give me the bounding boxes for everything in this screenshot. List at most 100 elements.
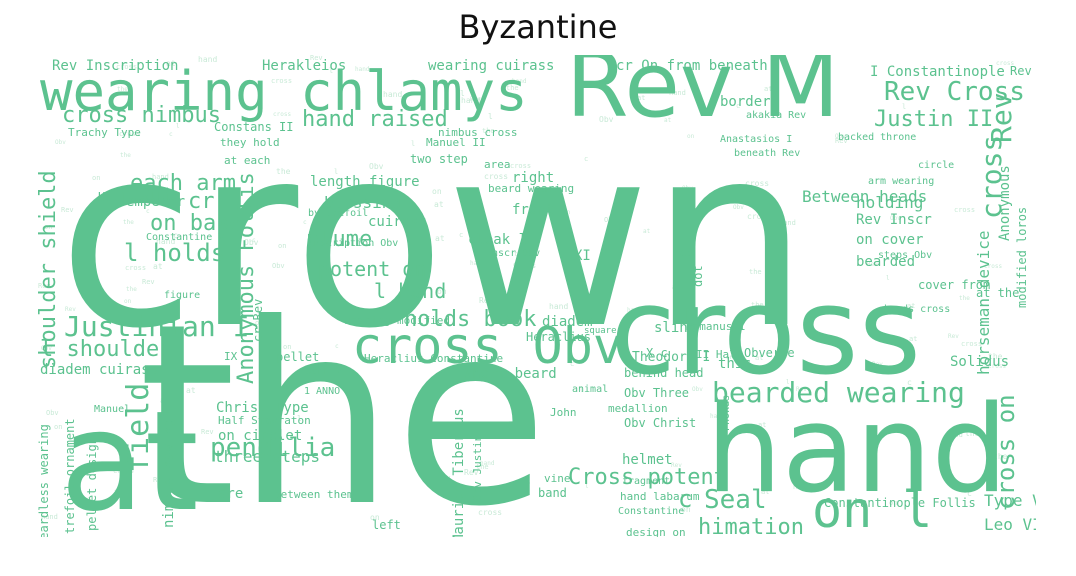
filler-word: hand <box>946 431 963 439</box>
cloud-word: right <box>512 170 555 186</box>
filler-word: on <box>124 298 132 305</box>
cloud-word: on circlet <box>218 428 303 444</box>
filler-word: hand <box>152 173 169 181</box>
filler-word: cross <box>113 467 135 475</box>
filler-word: at <box>166 59 176 68</box>
filler-word: l <box>886 275 890 282</box>
filler-word: c <box>261 401 265 408</box>
filler-word: c <box>907 378 912 387</box>
filler-word: Rev <box>948 333 959 340</box>
cloud-word: red <box>674 248 693 259</box>
cloud-word: cr Rev <box>251 298 265 343</box>
cloud-word: each arm <box>130 171 236 196</box>
filler-word: the <box>120 152 131 159</box>
filler-word: at <box>909 335 918 343</box>
cloud-word: cuirass <box>368 214 428 230</box>
cloud-word: on cover <box>856 232 924 248</box>
cloud-word: Leo VI <box>984 515 1036 534</box>
cloud-word: potent on <box>318 257 427 281</box>
filler-word: the <box>123 219 134 226</box>
cloud-word: length figure <box>310 174 420 190</box>
cloud-word: fragment <box>622 476 671 487</box>
filler-word: Rev <box>867 261 878 268</box>
filler-word: hand <box>627 307 642 314</box>
cloud-word: wearing chlamys <box>40 60 528 123</box>
filler-word: l <box>259 193 264 202</box>
filler-word: the <box>117 86 128 93</box>
cloud-word: helmet <box>622 452 673 468</box>
filler-word: Obv <box>272 262 285 270</box>
cloud-word: cr On from beneath <box>616 58 768 74</box>
cloud-word: Constantine <box>618 506 685 517</box>
cloud-word: this <box>718 356 752 372</box>
cloud-word: design on <box>626 526 686 537</box>
cloud-word: between them <box>274 488 354 501</box>
cloud-word: the <box>138 270 549 538</box>
filler-word: cross <box>747 212 772 221</box>
cloud-word: bearded <box>856 254 916 270</box>
filler-word: at <box>907 302 916 310</box>
filler-word: Obv <box>692 386 703 393</box>
filler-word: hand <box>383 90 403 99</box>
filler-word: l <box>732 330 737 339</box>
filler-word: cross <box>745 179 770 188</box>
cloud-word: Heraclius Constantine <box>364 352 504 365</box>
filler-word: hand <box>669 89 686 97</box>
filler-word: Rev <box>671 462 682 469</box>
cloud-word: by trefoil <box>308 208 369 219</box>
filler-word: l <box>257 195 262 203</box>
cloud-word: pendilia <box>210 433 336 463</box>
cloud-word: Manuel <box>94 404 131 415</box>
cloud-word: hand labarum <box>620 490 700 503</box>
cloud-word: Constans II <box>214 120 294 134</box>
cloud-word: Half Follis <box>98 190 178 204</box>
cloud-word: arm wearing <box>868 176 935 187</box>
cloud-word: Justinian I <box>64 310 250 343</box>
cloud-word: sling <box>654 320 697 336</box>
cloud-word: Constantinople Follis <box>824 496 976 510</box>
filler-word: Obv <box>835 133 846 140</box>
cloud-word: at each <box>224 154 271 167</box>
cloud-word: nimbus having <box>161 418 177 529</box>
cloud-word: vine <box>544 472 571 485</box>
cloud-word: Rev Inscription <box>52 58 179 74</box>
cloud-word: holding <box>856 193 924 212</box>
cloud-word: figure <box>164 290 201 301</box>
filler-word: at <box>761 488 770 496</box>
filler-word: Rev <box>153 476 166 484</box>
cloud-word: wearing cuirass <box>428 58 555 74</box>
filler-word: l <box>176 123 180 130</box>
filler-word: l <box>268 393 273 401</box>
cloud-word: circle <box>918 160 955 171</box>
cloud-word: beard wearing <box>488 182 575 195</box>
cloud-word: cloak l <box>468 232 528 248</box>
cloud-word: square <box>584 326 617 336</box>
filler-word: Obv <box>682 185 693 192</box>
cloud-word: Anonymous Follis <box>234 172 259 385</box>
cloud-word: animal <box>572 384 609 395</box>
filler-word: c <box>86 495 91 504</box>
filler-word: on <box>360 315 369 323</box>
filler-word: l <box>297 414 302 423</box>
cloud-word: cover from <box>918 278 991 292</box>
cloud-word: Phokas <box>721 394 732 431</box>
filler-word: the <box>476 463 489 471</box>
filler-word: c <box>736 102 741 110</box>
cloud-word: modified loros <box>1015 206 1029 308</box>
cloud-word: short beard <box>464 366 557 382</box>
cloud-word: diadem <box>542 314 593 330</box>
filler-word: cross <box>510 162 532 170</box>
filler-word: on <box>835 450 843 457</box>
cloud-word: Obv Christ <box>624 416 697 430</box>
filler-word: on <box>513 260 523 269</box>
filler-word: hand <box>779 219 796 227</box>
filler-word: the <box>506 84 519 92</box>
filler-word: at <box>160 396 170 405</box>
cloud-word: at <box>60 381 199 537</box>
cloud-word: Rev M <box>566 55 840 138</box>
filler-word: on <box>432 187 442 196</box>
filler-word: c <box>303 219 307 226</box>
filler-word: hand <box>461 96 481 105</box>
filler-word: Obv <box>733 204 744 211</box>
filler-word: cross <box>988 363 1007 370</box>
